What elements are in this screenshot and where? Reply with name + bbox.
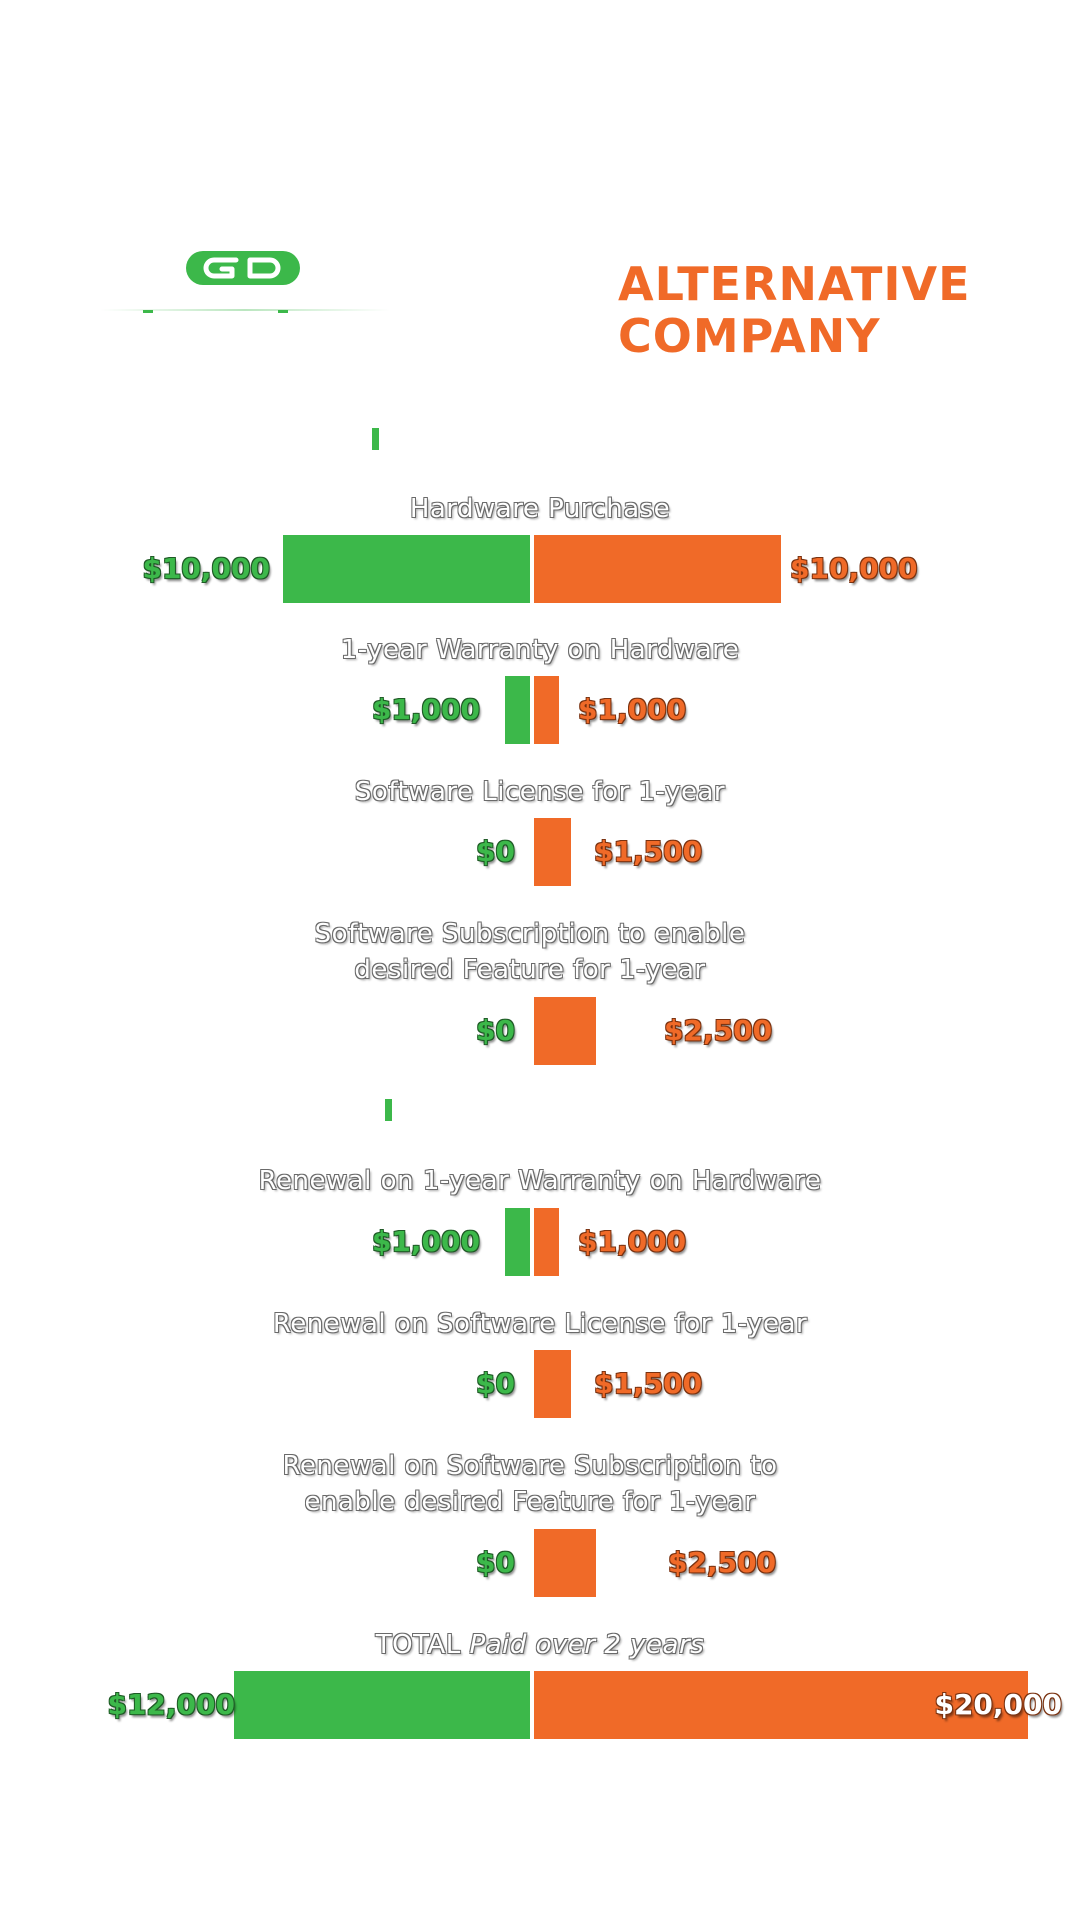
value-label-green-hardware-purchase: $10,000: [142, 552, 270, 585]
value-label-green-renewal-subscription: $0: [476, 1546, 515, 1579]
value-label-orange-renewal-warranty: $1,000: [578, 1225, 687, 1258]
category-label-renewal-license: Renewal on Software License for 1-year: [272, 1309, 808, 1339]
bar-orange-renewal-warranty: [534, 1208, 559, 1276]
alternative-company-title: ALTERNATIVE COMPANY: [618, 257, 971, 363]
value-label-orange-hardware-purchase: $10,000: [790, 552, 918, 585]
bar-orange-software-subscription: [534, 997, 596, 1065]
category-label-renewal-subscription: Renewal on Software Subscription to enab…: [282, 1451, 778, 1517]
value-label-green-renewal-warranty: $1,000: [371, 1225, 480, 1258]
value-label-orange-software-license: $1,500: [594, 835, 703, 868]
bar-orange-total: [534, 1671, 1028, 1739]
value-label-orange-software-subscription: $2,500: [664, 1014, 773, 1047]
bar-orange-warranty: [534, 676, 559, 744]
value-label-orange-warranty: $1,000: [578, 693, 687, 726]
year-two-marker: [385, 1099, 392, 1121]
value-label-orange-total: $20,000: [934, 1688, 1062, 1721]
year-one-marker: [372, 428, 379, 450]
category-label-software-subscription: Software Subscription to enable desired …: [314, 919, 746, 985]
value-label-orange-renewal-license: $1,500: [594, 1367, 703, 1400]
bar-green-hardware-purchase: [283, 535, 530, 603]
category-label-hardware-purchase: Hardware Purchase: [409, 494, 671, 524]
bar-orange-renewal-subscription: [534, 1529, 596, 1597]
bar-orange-renewal-license: [534, 1350, 571, 1418]
category-label-software-license: Software License for 1-year: [354, 777, 726, 807]
bar-green-total: [234, 1671, 530, 1739]
logo-dot-right: [278, 310, 288, 313]
category-label-total: TOTAL Paid over 2 years: [0, 1627, 1080, 1663]
category-label-renewal-warranty: Renewal on 1-year Warranty on Hardware: [258, 1166, 822, 1196]
logo-dot-left: [143, 310, 153, 313]
value-label-green-total: $12,000: [107, 1688, 235, 1721]
total-label-suffix: Paid over 2 years: [469, 1630, 705, 1660]
bar-green-warranty: [505, 676, 530, 744]
value-label-green-software-license: $0: [476, 835, 515, 868]
category-label-warranty: 1-year Warranty on Hardware: [340, 635, 740, 665]
value-label-green-renewal-license: $0: [476, 1367, 515, 1400]
bar-green-renewal-warranty: [505, 1208, 530, 1276]
value-label-green-warranty: $1,000: [371, 693, 480, 726]
value-label-orange-renewal-subscription: $2,500: [668, 1546, 777, 1579]
total-label-prefix: TOTAL: [375, 1630, 461, 1660]
bar-orange-software-license: [534, 818, 571, 886]
value-label-green-software-subscription: $0: [476, 1014, 515, 1047]
logo-underline: [100, 309, 390, 311]
gd-logo-icon: [186, 251, 300, 285]
bar-orange-hardware-purchase: [534, 535, 781, 603]
